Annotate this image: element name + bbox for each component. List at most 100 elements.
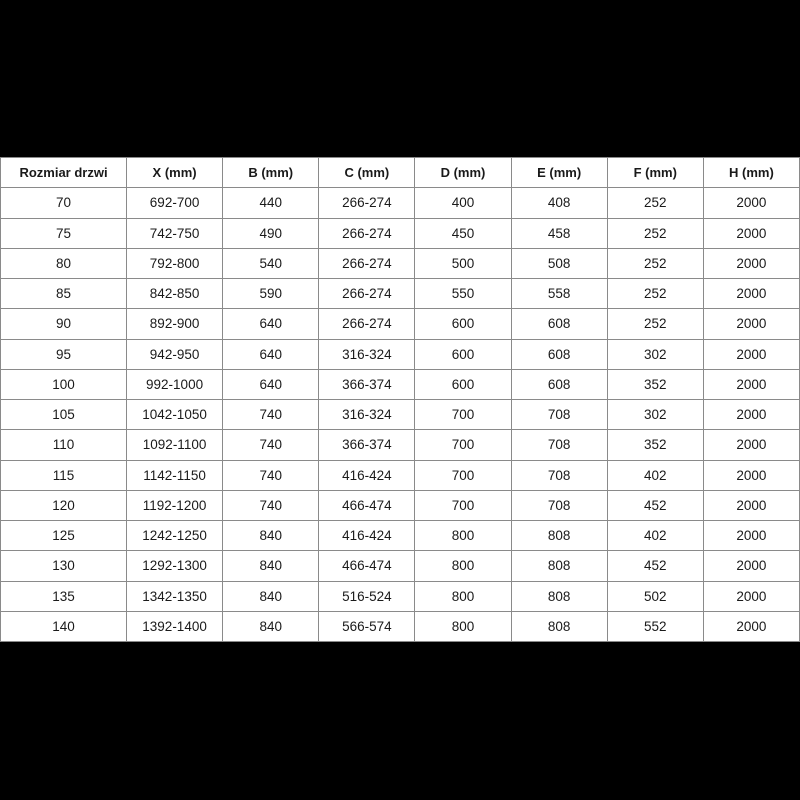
table-cell: 266-274 (318, 277, 416, 310)
table-cell: 490 (222, 217, 320, 249)
table-cell: 508 (510, 247, 608, 280)
column-header: E (mm) (510, 156, 608, 189)
table-row: 90 892-900 640 266-274 600 608 252 2000 (0, 308, 800, 340)
table-cell: 85 (0, 277, 127, 310)
door-size-table: Rozmiar drzwi X (mm) B (mm) C (mm) D (mm) E (… (0, 156, 800, 643)
table-cell: 302 (606, 338, 704, 370)
table-cell: 1342-1350 (125, 580, 224, 612)
column-header: H (mm) (702, 156, 800, 189)
table-cell: 700 (414, 429, 512, 461)
table-cell: 75 (0, 217, 127, 249)
table-row: 125 1242-1250 840 416-424 800 808 402 2000 (0, 519, 800, 552)
table-cell: 2000 (702, 459, 800, 491)
table-cell: 2000 (702, 187, 800, 219)
table-cell: 2000 (702, 489, 800, 522)
table-cell: 740 (222, 459, 320, 491)
table-cell: 840 (222, 610, 320, 643)
table-cell: 892-900 (125, 308, 224, 340)
table-cell: 640 (222, 308, 320, 340)
table-cell: 366-374 (318, 429, 416, 461)
table-cell: 266-274 (318, 187, 416, 219)
table-cell: 600 (414, 338, 512, 370)
table-cell: 608 (510, 368, 608, 401)
table-row: 80 792-800 540 266-274 500 508 252 2000 (0, 247, 800, 280)
table-cell: 600 (414, 308, 512, 340)
table-cell: 800 (414, 519, 512, 552)
table-row: 110 1092-1100 740 366-374 700 708 352 2000 (0, 429, 800, 461)
table-cell: 708 (510, 429, 608, 461)
table-cell: 466-474 (318, 550, 416, 582)
table-row: 140 1392-1400 840 566-574 800 808 552 2000 (0, 610, 800, 643)
table-cell: 800 (414, 580, 512, 612)
table-cell: 640 (222, 338, 320, 370)
table-cell: 742-750 (125, 217, 224, 249)
table-cell: 302 (606, 398, 704, 431)
table-cell: 800 (414, 610, 512, 643)
table-cell: 252 (606, 217, 704, 249)
table-cell: 708 (510, 398, 608, 431)
table-cell: 808 (510, 580, 608, 612)
table-cell: 2000 (702, 519, 800, 552)
table-cell: 120 (0, 489, 127, 522)
table-cell: 708 (510, 459, 608, 491)
table-cell: 540 (222, 247, 320, 280)
table-cell: 140 (0, 610, 127, 643)
table-cell: 105 (0, 398, 127, 431)
table-row: 120 1192-1200 740 466-474 700 708 452 2000 (0, 489, 800, 522)
table-cell: 316-324 (318, 338, 416, 370)
table-cell: 90 (0, 308, 127, 340)
table-cell: 2000 (702, 277, 800, 310)
table-cell: 740 (222, 489, 320, 522)
header-row: Rozmiar drzwi X (mm) B (mm) C (mm) D (mm) E (… (0, 156, 800, 189)
table-cell: 352 (606, 368, 704, 401)
table-cell: 252 (606, 247, 704, 280)
table-cell: 500 (414, 247, 512, 280)
table-cell: 252 (606, 308, 704, 340)
table-cell: 252 (606, 277, 704, 310)
table-cell: 450 (414, 217, 512, 249)
table-row: 85 842-850 590 266-274 550 558 252 2000 (0, 277, 800, 310)
table-cell: 808 (510, 550, 608, 582)
table-cell: 502 (606, 580, 704, 612)
table-cell: 740 (222, 398, 320, 431)
column-header: C (mm) (318, 156, 416, 189)
table-cell: 840 (222, 580, 320, 612)
table-cell: 440 (222, 187, 320, 219)
table-cell: 808 (510, 610, 608, 643)
table-cell: 2000 (702, 308, 800, 340)
table-cell: 366-374 (318, 368, 416, 401)
table-row: 75 742-750 490 266-274 450 458 252 2000 (0, 217, 800, 249)
table-row: 100 992-1000 640 366-374 600 608 352 2000 (0, 368, 800, 401)
table-cell: 608 (510, 338, 608, 370)
table-cell: 352 (606, 429, 704, 461)
table-cell: 942-950 (125, 338, 224, 370)
table-cell: 700 (414, 489, 512, 522)
table-cell: 402 (606, 519, 704, 552)
table-cell: 700 (414, 459, 512, 491)
table-cell: 808 (510, 519, 608, 552)
table-cell: 558 (510, 277, 608, 310)
table-cell: 130 (0, 550, 127, 582)
table-cell: 708 (510, 489, 608, 522)
table-cell: 100 (0, 368, 127, 401)
table-cell: 266-274 (318, 217, 416, 249)
table-cell: 600 (414, 368, 512, 401)
table-cell: 792-800 (125, 247, 224, 280)
table-cell: 80 (0, 247, 127, 280)
table-cell: 800 (414, 550, 512, 582)
column-header: B (mm) (222, 156, 320, 189)
table-cell: 2000 (702, 429, 800, 461)
table-cell: 2000 (702, 247, 800, 280)
table-cell: 608 (510, 308, 608, 340)
table-cell: 1392-1400 (125, 610, 224, 643)
table-cell: 458 (510, 217, 608, 249)
table-cell: 95 (0, 338, 127, 370)
column-header: D (mm) (414, 156, 512, 189)
table-cell: 692-700 (125, 187, 224, 219)
table-cell: 452 (606, 550, 704, 582)
table-cell: 416-424 (318, 519, 416, 552)
table-row: 135 1342-1350 840 516-524 800 808 502 2000 (0, 580, 800, 612)
table-row: 105 1042-1050 740 316-324 700 708 302 2000 (0, 398, 800, 431)
table-cell: 266-274 (318, 247, 416, 280)
table-cell: 842-850 (125, 277, 224, 310)
